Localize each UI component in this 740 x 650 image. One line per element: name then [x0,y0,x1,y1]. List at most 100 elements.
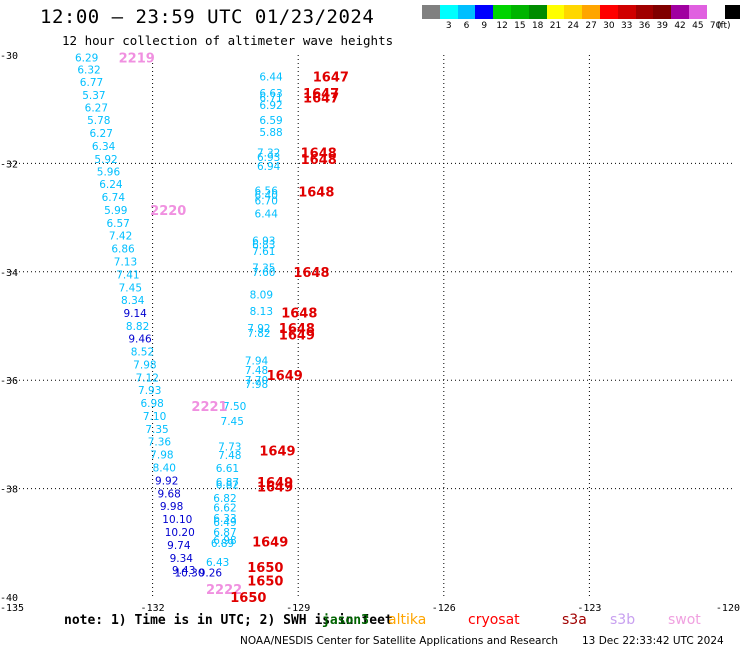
pass-number-label: 1649 [259,445,295,460]
legend-swatch-color [653,5,672,19]
wave-height-value: 5.78 [87,115,110,127]
wave-height-value: 10.20 [165,527,195,539]
pass-number-label: 1649 [257,480,293,495]
wave-height-value: 6.98 [213,535,236,547]
y-tick-label: -36 [0,376,18,387]
wave-height-value: 6.71 [259,92,282,104]
wave-height-value: 7.45 [221,416,244,428]
wave-height-value: 6.63 [259,88,282,100]
legend-swatch: 9 [475,5,494,31]
wave-height-value: 9.74 [167,540,191,552]
satellite-cryosat: cryosat [468,612,520,628]
wave-height-value: 9.68 [157,488,180,500]
wave-height-value: 6.87 [213,527,236,539]
pass-number-label: 1648 [279,322,315,337]
wave-height-value: 5.37 [82,90,105,102]
wave-height-value: 6.98 [140,398,163,410]
wave-height-value: 6.44 [259,72,283,84]
pass-number-label: 2220 [150,204,186,219]
satellite-altika: altika [388,612,427,628]
pass-number-label: 1650 [247,561,283,576]
legend-swatch: 45 [688,5,707,31]
legend-label: 15 [514,21,526,31]
pass-number-label: 1649 [257,476,293,491]
wave-height-value: 6.59 [259,115,282,127]
y-tick-label: -34 [0,268,18,279]
satellite-s3a: s3a [562,612,587,628]
legend-label: 6 [463,21,470,31]
legend-swatch: 18 [528,5,547,31]
wave-height-value: 6.70 [255,195,278,207]
legend-swatch [724,5,740,31]
legend-swatch-color [688,5,707,19]
wave-height-value: 9.92 [155,475,178,487]
wave-height-value: 6.87 [216,477,239,489]
color-legend: 3 6 9 12 15 18 21 24 27 30 33 36 39 42 45 70 [422,5,740,31]
wave-height-value: 7.92 [247,323,270,335]
wave-height-value: 7.48 [245,365,268,377]
pass-number-label: 1649 [252,536,288,551]
legend-label: 27 [585,21,597,31]
wave-height-value: 5.96 [97,167,121,179]
legend-label: 42 [674,21,686,31]
y-tick-label: -38 [0,485,18,496]
x-tick-label: -132 [141,603,165,614]
wave-height-value: 7.50 [223,401,246,413]
y-tick-label: -30 [0,51,18,62]
legend-swatch-color [439,5,458,19]
wave-height-value: 7.32 [257,148,280,160]
legend-swatch: 24 [564,5,583,31]
wave-height-value: 6.56 [255,186,279,198]
pass-number-label: 1648 [298,186,334,201]
wave-height-value: 8.34 [121,295,145,307]
pass-number-label: 1647 [303,91,339,106]
x-tick-label: -120 [716,603,740,614]
wave-height-value: 6.61 [216,463,239,475]
wave-height-value: 6.62 [213,503,236,515]
wave-height-value: 6.44 [255,208,279,220]
legend-swatch: 42 [671,5,689,31]
chart-subtitle: 12 hour collection of altimeter wave hei… [62,33,394,48]
pass-number-label: 2219 [119,52,155,67]
pass-number-label: 1648 [301,153,337,168]
legend-swatch: 36 [635,5,654,31]
legend-swatch-color [457,5,476,19]
legend-swatch-color [493,5,511,19]
legend-swatch: 30 [599,5,618,31]
wave-height-value: 9.14 [123,308,147,320]
legend-swatch-color [510,5,529,19]
legend-swatch-color [528,5,547,19]
wave-height-value: 6.27 [90,128,113,140]
wave-height-value: 5.88 [259,127,282,139]
legend-label: 70 [709,21,722,31]
wave-height-value: 7.61 [252,246,275,258]
wave-height-value: 6.93 [252,235,275,247]
legend-swatch-color [635,5,654,19]
legend-swatch: 3 [439,5,458,31]
wave-height-value: 7.73 [218,441,241,453]
legend-swatch: 12 [493,5,511,31]
wave-height-value: 9.34 [170,553,194,565]
wave-height-value: 6.82 [213,493,236,505]
legend-swatch: 6 [457,5,476,31]
wave-height-value: 7.98 [245,379,268,391]
pass-number-label: 1649 [279,329,315,344]
footnote-jason3: jason3 [322,613,369,628]
wave-height-value: 10.10 [162,514,192,526]
legend-swatch: 39 [653,5,672,31]
pass-number-label: 1648 [281,306,317,321]
legend-label: 3 [445,21,452,31]
wave-height-value: 6.32 [77,65,100,77]
wave-height-value: 5.92 [94,154,117,166]
legend-swatch-color [564,5,583,19]
legend-label: 45 [692,21,704,31]
wave-height-value: 7.42 [109,230,132,242]
legend-label: 39 [656,21,668,31]
wave-height-value: 6.24 [99,179,123,191]
pass-number-label: 1647 [303,87,339,102]
legend-swatch-color [599,5,618,19]
legend-swatch-color [582,5,600,19]
wave-height-value: 6.74 [102,192,126,204]
legend-swatch: 33 [617,5,636,31]
